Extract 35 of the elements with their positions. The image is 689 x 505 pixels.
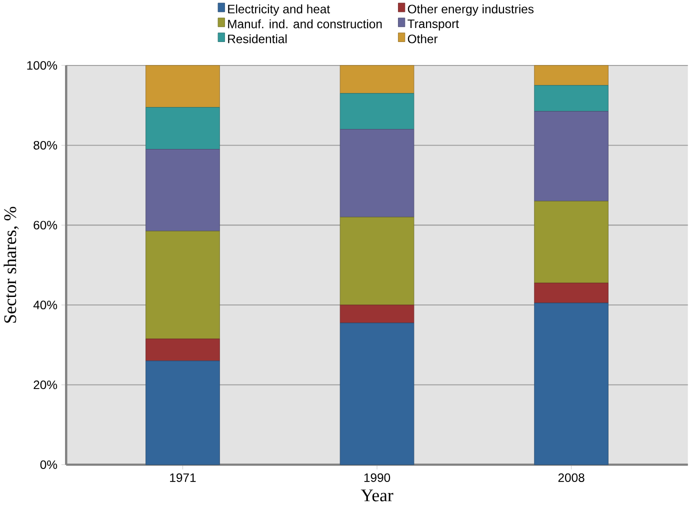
- y-tick-label: 40%: [33, 300, 58, 310]
- x-tick-label: 2008: [558, 473, 584, 482]
- bar: [534, 302, 608, 465]
- legend-label: Electricity and heat: [228, 4, 330, 16]
- bar: [340, 93, 414, 130]
- bar: [146, 107, 220, 150]
- bar: [146, 360, 220, 465]
- bar: [340, 304, 414, 324]
- legend-label: Transport: [408, 20, 459, 30]
- x-axis-title: Year: [360, 490, 394, 502]
- bar: [534, 200, 608, 284]
- bar: [146, 149, 220, 232]
- legend-label: Other energy industries: [408, 4, 534, 16]
- bar: [340, 129, 414, 218]
- x-tick-label: 1990: [364, 473, 390, 482]
- bar: [534, 111, 608, 202]
- bar: [146, 338, 220, 362]
- y-tick-label: 80%: [34, 140, 58, 150]
- y-axis-title: Sector shares, %: [4, 206, 19, 323]
- y-tick-label: 20%: [34, 380, 58, 390]
- bar: [340, 322, 414, 465]
- bar: [534, 85, 608, 112]
- bar: [534, 65, 608, 86]
- y-tick-label: 0%: [40, 460, 58, 469]
- bar: [340, 216, 414, 306]
- bar: [340, 65, 414, 94]
- x-tick-label: 1971: [170, 473, 196, 482]
- y-tick-label: 100%: [27, 61, 58, 70]
- legend-label: Manuf. ind. and construction: [228, 19, 382, 28]
- legend-label: Other: [408, 34, 438, 44]
- legend-label: Residential: [228, 34, 287, 44]
- bar: [146, 65, 220, 108]
- bar: [534, 282, 608, 304]
- y-tick-label: 60%: [34, 220, 58, 230]
- bar: [146, 230, 220, 340]
